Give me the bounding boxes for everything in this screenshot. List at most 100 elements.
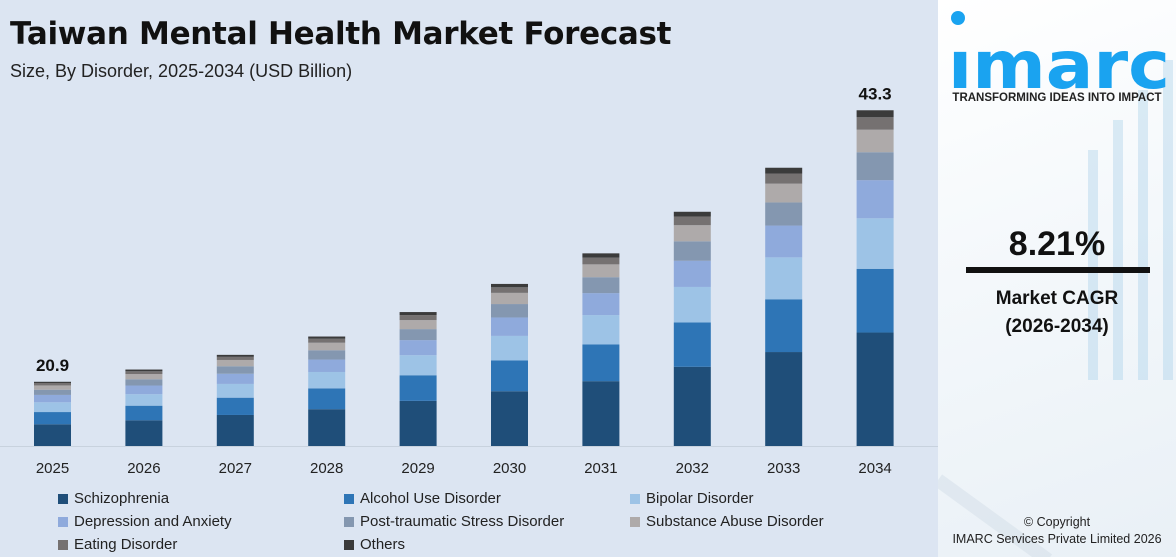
total-label-2034: 43.3: [859, 84, 892, 103]
bar-segment-2025-3: [34, 394, 71, 403]
legend-label: Eating Disorder: [74, 536, 178, 553]
bar-segment-2033-3: [765, 225, 803, 258]
bar-segment-2030-1: [491, 360, 528, 392]
legend-item: Substance Abuse Disorder: [630, 513, 824, 530]
copyright-line-1: © Copyright: [1023, 515, 1091, 529]
bar-segment-2025-1: [34, 412, 71, 425]
legend-swatch: [344, 539, 354, 550]
cagr-label-text: Market CAGR: [995, 288, 1119, 309]
legend-swatch: [630, 516, 640, 527]
bar-segment-2030-3: [491, 317, 528, 336]
bar-segment-2025-0: [34, 424, 71, 446]
chart-title: Taiwan Mental Health Market Forecast: [10, 16, 672, 52]
legend-label: Bipolar Disorder: [646, 490, 754, 507]
bar-segment-2030-0: [491, 391, 528, 446]
chart-panel: Taiwan Mental Health Market Forecast Siz…: [0, 16, 938, 553]
x-tick-label: 2026: [127, 460, 160, 477]
legend-swatch: [344, 493, 354, 504]
legend-item: Depression and Anxiety: [58, 513, 232, 530]
bar-segment-2029-7: [399, 312, 437, 316]
bar-segment-2034-2: [856, 218, 894, 269]
legend-item: Post-traumatic Stress Disorder: [344, 513, 564, 530]
bar-segment-2032-0: [673, 366, 711, 446]
legend-label: Depression and Anxiety: [74, 513, 232, 530]
bar-segment-2025-4: [34, 389, 71, 395]
x-tick-label: 2034: [858, 460, 891, 477]
bar-segment-2027-4: [216, 366, 254, 374]
bar-segment-2027-3: [216, 373, 254, 384]
bar-segment-2033-7: [765, 167, 803, 174]
svg-text:ımarc: ımarc: [948, 27, 1168, 90]
bar-segment-2029-1: [399, 375, 437, 401]
bar-segment-2025-6: [34, 382, 71, 386]
legend-swatch: [58, 539, 68, 550]
cagr-label: Market CAGR (2026-2034): [938, 285, 1176, 341]
bar-segment-2028-7: [308, 336, 346, 339]
total-label-2025: 20.9: [36, 356, 69, 375]
bar-segment-2030-2: [491, 335, 528, 361]
bar-segment-2031-1: [582, 344, 620, 382]
legend-item: Alcohol Use Disorder: [344, 490, 501, 507]
x-tick-label: 2028: [310, 460, 343, 477]
bar-segment-2027-2: [216, 383, 254, 398]
background-chart-image: [938, 60, 1173, 557]
bar-segment-2028-1: [308, 388, 346, 410]
legend-item: Schizophrenia: [58, 490, 169, 507]
logo-tagline: TRANSFORMING IDEAS INTO IMPACT: [952, 92, 1162, 104]
copyright: © Copyright IMARC Services Private Limit…: [938, 514, 1176, 548]
bar-segment-2026-0: [125, 420, 163, 446]
bar-segment-2034-6: [856, 117, 894, 130]
cagr-value: 8.21%: [1008, 225, 1106, 263]
bar-segment-2034-4: [856, 152, 894, 181]
bar-segment-2026-4: [125, 379, 163, 386]
x-tick-label: 2029: [401, 460, 434, 477]
bar-segment-2034-0: [856, 332, 894, 446]
x-tick-label: 2033: [767, 460, 800, 477]
bar-segment-2032-4: [673, 241, 711, 261]
x-tick-label: 2031: [584, 460, 617, 477]
legend-label: Alcohol Use Disorder: [360, 490, 501, 507]
bar-segment-2029-5: [399, 320, 437, 330]
bar-segment-2026-5: [125, 374, 163, 380]
bar-segment-2029-3: [399, 340, 437, 356]
bar-segment-2034-5: [856, 129, 894, 153]
bar-segment-2031-3: [582, 293, 620, 316]
bar-segment-2033-4: [765, 202, 803, 226]
legend-swatch: [58, 493, 68, 504]
bar-segment-2028-5: [308, 342, 346, 351]
bar-segment-2028-2: [308, 371, 346, 389]
bar-segment-2034-3: [856, 180, 894, 219]
bar-segment-2027-6: [216, 356, 254, 360]
bar-segment-2031-6: [582, 257, 620, 265]
legend-swatch: [630, 493, 640, 504]
bar-segment-2026-3: [125, 385, 163, 395]
legend-item: Bipolar Disorder: [630, 490, 754, 507]
legend-label: Post-traumatic Stress Disorder: [360, 513, 565, 530]
bar-segment-2028-0: [308, 409, 346, 446]
divider: [966, 267, 1150, 273]
bar-segment-2031-4: [582, 277, 620, 294]
bar-segment-2027-5: [216, 359, 254, 367]
bar-segment-2028-6: [308, 338, 346, 343]
bar-segment-2028-3: [308, 359, 346, 372]
bar-segment-2029-4: [399, 329, 437, 341]
imarc-logo: ımarc: [948, 11, 1168, 90]
x-tick-label: 2032: [676, 460, 709, 477]
chart-subtitle: Size, By Disorder, 2025-2034 (USD Billio…: [10, 61, 353, 81]
bar-segment-2025-5: [34, 385, 71, 390]
bar-segment-2034-7: [856, 110, 894, 118]
bar-segment-2026-1: [125, 405, 163, 421]
bar-segment-2031-2: [582, 315, 620, 345]
bar-segment-2027-7: [216, 354, 254, 357]
legend-swatch: [58, 516, 68, 527]
bar-segment-2033-0: [765, 352, 803, 446]
bar-segment-2031-5: [582, 264, 620, 278]
legend-label: Others: [360, 536, 406, 553]
x-tick-label: 2027: [219, 460, 252, 477]
bar-segment-2034-1: [856, 268, 894, 333]
x-tick-label: 2025: [36, 460, 69, 477]
bar-segment-2030-5: [491, 292, 528, 305]
bar-segment-2032-7: [673, 211, 711, 217]
bar-segment-2026-7: [125, 369, 163, 372]
bar-segment-2025-2: [34, 402, 71, 413]
